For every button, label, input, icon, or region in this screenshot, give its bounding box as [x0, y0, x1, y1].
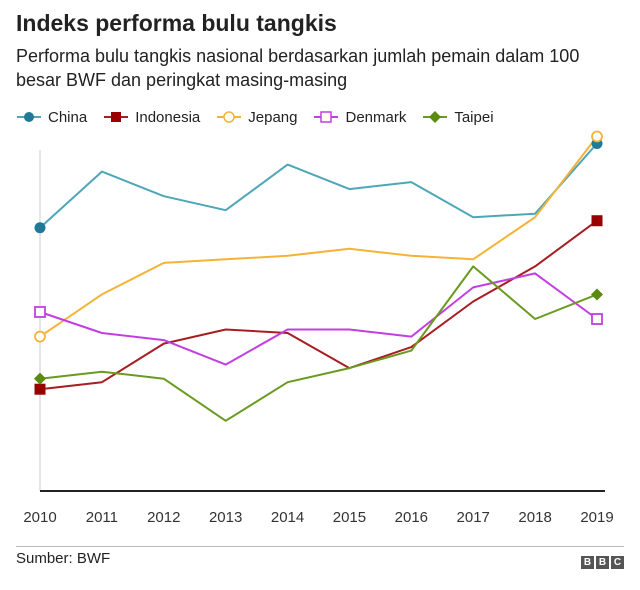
series-line-denmark: [39, 272, 598, 366]
x-tick-label-2014: 2014: [271, 509, 304, 526]
line-chart: 2010 2011 2012 2013 2014 2015 2016 2017 2018 2019: [23, 130, 614, 526]
legend-item-indonesia: Indonesia: [103, 109, 200, 126]
legend-marker-denmark: [314, 111, 339, 123]
bbc-logo: B B C: [579, 556, 624, 569]
legend-marker-taipei: [423, 111, 448, 123]
bbc-logo-letter-1: B: [581, 556, 594, 569]
legend-marker-china: [17, 112, 41, 122]
bbc-logo-letter-3: C: [611, 556, 624, 569]
legend-label-taipei: Taipei: [454, 108, 494, 126]
legend-item-denmark: Denmark: [313, 109, 406, 126]
legend-marker-jepang: [217, 111, 242, 123]
bbc-logo-letter-2: B: [596, 556, 609, 569]
x-tick-label-2011: 2011: [86, 509, 118, 526]
point-jepang-2010: [34, 330, 46, 343]
x-tick-label-2019: 2019: [580, 509, 613, 526]
point-china-2010: [34, 222, 46, 234]
legend-label-indonesia: Indonesia: [135, 108, 201, 126]
x-tick-label-2010: 2010: [23, 509, 56, 526]
legend-marker-indonesia: [104, 112, 129, 122]
footer-divider: [16, 546, 624, 547]
source-note: Sumber: BWF: [16, 550, 111, 567]
point-denmark-2019: [591, 313, 603, 325]
point-indonesia-2019: [591, 215, 603, 227]
legend-item-taipei: Taipei: [422, 108, 494, 126]
point-denmark-2010: [34, 306, 46, 318]
series-line-jepang: [39, 135, 598, 338]
point-indonesia-2010: [34, 383, 46, 395]
point-taipei-2010: [34, 372, 46, 385]
chart-title: Indeks performa bulu tangkis: [16, 10, 337, 36]
chart-subtitle: Performa bulu tangkis nasional berdasark…: [16, 46, 580, 90]
x-tick-label-2012: 2012: [147, 509, 180, 526]
legend-item-china: China: [16, 109, 87, 126]
x-tick-label-2017: 2017: [457, 509, 490, 526]
series-line-indonesia: [39, 219, 598, 391]
x-tick-label-2013: 2013: [209, 509, 242, 526]
legend-label-china: China: [48, 108, 88, 126]
point-taipei-2019: [591, 288, 603, 301]
legend-item-jepang: Jepang: [216, 109, 297, 126]
legend-label-denmark: Denmark: [345, 108, 407, 126]
x-tick-label-2016: 2016: [395, 509, 428, 526]
x-tick-label-2018: 2018: [518, 509, 551, 526]
x-tick-label-2015: 2015: [333, 509, 366, 526]
legend: China Indonesia Jepang Denmark Taipei: [16, 106, 510, 128]
series-line-taipei: [39, 265, 598, 422]
series-line-china: [39, 142, 598, 229]
legend-label-jepang: Jepang: [248, 108, 298, 126]
point-jepang-2019: [591, 130, 603, 143]
